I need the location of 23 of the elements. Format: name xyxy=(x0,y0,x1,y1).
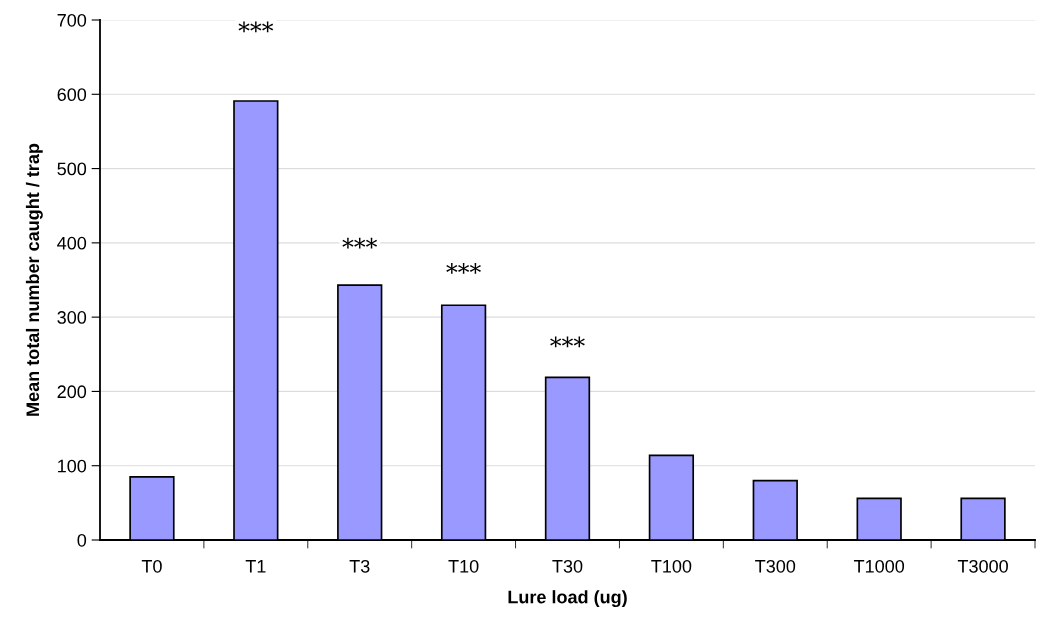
x-tick-label: T3 xyxy=(349,559,370,573)
y-tick-label: 300 xyxy=(57,311,87,324)
y-tick-label: 600 xyxy=(57,88,87,102)
x-tick-label: T3000 xyxy=(957,559,1008,573)
y-tick-label: 200 xyxy=(57,385,87,399)
y-tick-label: 700 xyxy=(57,13,87,27)
x-tick-label: T1000 xyxy=(853,559,905,573)
annotation: *** xyxy=(342,237,378,249)
y-tick-label: 500 xyxy=(57,162,87,176)
y-tick-label: 100 xyxy=(58,459,87,473)
annotation: *** xyxy=(550,336,585,348)
x-axis-title: Lure load (ug) xyxy=(508,590,627,608)
x-tick-label: T30 xyxy=(552,559,583,573)
x-tick-label: T0 xyxy=(141,559,162,573)
annotation: *** xyxy=(238,21,274,33)
y-tick-label: 400 xyxy=(57,236,87,250)
x-tick-label: T100 xyxy=(651,559,692,573)
annotation: *** xyxy=(446,263,481,274)
x-tick-label: T1 xyxy=(245,560,266,573)
y-tick-label: 0 xyxy=(77,533,87,547)
x-tick-label: T10 xyxy=(448,559,479,573)
y-axis-title: Mean total number caught / trap xyxy=(25,143,43,416)
x-tick-label: T300 xyxy=(755,559,796,573)
